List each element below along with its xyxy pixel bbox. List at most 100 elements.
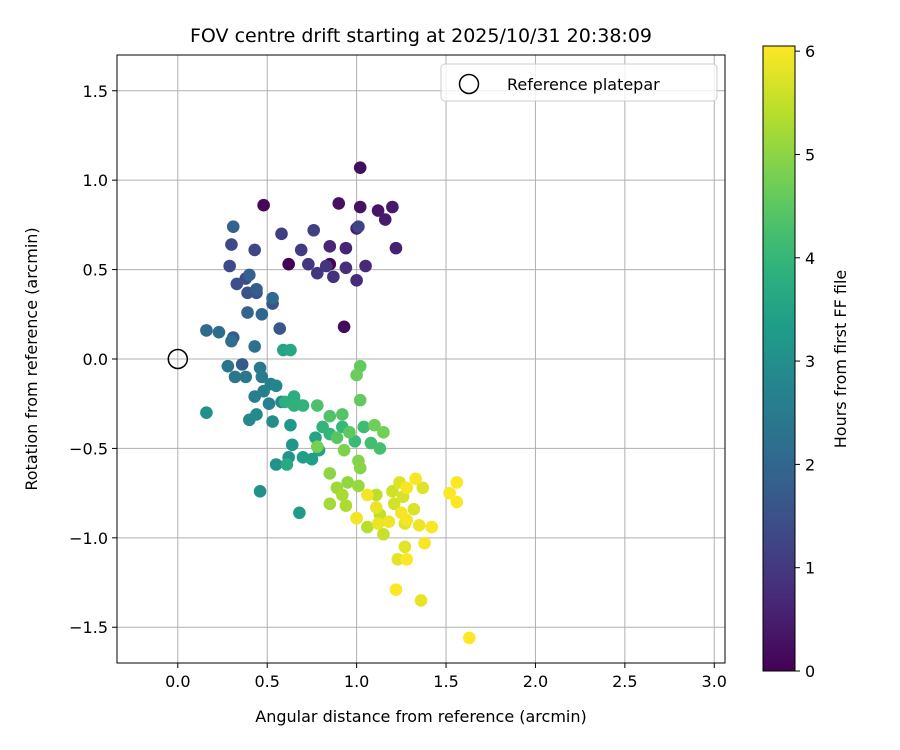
y-tick-label: 0.0 [83, 350, 108, 369]
data-point [339, 499, 353, 512]
data-point [226, 220, 240, 233]
data-point [382, 515, 396, 529]
data-point [371, 517, 385, 530]
data-point [257, 198, 270, 212]
data-point [323, 497, 337, 511]
data-point [398, 540, 412, 554]
data-point [228, 370, 242, 384]
data-point [255, 307, 269, 321]
data-point [332, 197, 346, 210]
y-axis: −1.5 −1.0 −0.5 0.0 0.5 1.0 1.5 [69, 82, 117, 637]
data-point [352, 479, 365, 493]
data-point [225, 334, 238, 348]
data-point [412, 519, 426, 532]
data-point [241, 306, 254, 319]
data-points [200, 161, 476, 645]
colorbar-tick-label: 0 [805, 662, 815, 681]
data-point [310, 440, 324, 453]
data-point [230, 277, 244, 291]
x-axis-label: Angular distance from reference (arcmin) [255, 707, 586, 726]
data-point [386, 485, 399, 498]
data-point [450, 495, 464, 509]
grid [117, 55, 725, 663]
data-point [280, 458, 294, 471]
data-point [339, 261, 353, 275]
data-point [266, 291, 279, 305]
data-point [287, 399, 301, 412]
colorbar-ticks: 0 1 2 3 4 5 6 [795, 42, 815, 681]
data-point [239, 370, 253, 384]
data-point [282, 257, 295, 271]
x-tick-label: 2.0 [523, 672, 548, 691]
data-point [275, 227, 288, 241]
colorbar-tick-label: 2 [805, 455, 815, 474]
data-point [407, 502, 421, 516]
y-tick-label: 1.0 [83, 171, 108, 190]
data-point [323, 240, 337, 253]
data-point [212, 325, 226, 339]
data-point [273, 322, 287, 335]
colorbar-label: Hours from first FF file [831, 270, 850, 449]
data-point [269, 458, 283, 471]
data-point [323, 409, 337, 423]
data-point [310, 266, 324, 280]
x-tick-label: 0.5 [254, 672, 279, 691]
x-axis: 0.0 0.5 1.0 1.5 2.0 2.5 3.0 [165, 663, 727, 691]
data-point [361, 520, 374, 534]
data-point [200, 406, 213, 419]
y-axis-label: Rotation from reference (arcmin) [22, 227, 41, 490]
data-point [353, 161, 367, 174]
legend: Reference platepar [440, 63, 718, 102]
data-point [250, 282, 263, 296]
data-point [425, 520, 439, 534]
y-tick-label: 0.5 [83, 261, 108, 280]
legend-box [440, 63, 718, 102]
y-tick-label: 1.5 [83, 82, 108, 101]
data-point [319, 259, 333, 273]
data-point [409, 472, 422, 486]
x-tick-label: 0.0 [165, 672, 190, 691]
data-point [369, 501, 383, 514]
data-point [377, 527, 390, 541]
data-point [416, 481, 430, 495]
data-point [450, 476, 464, 489]
data-point [330, 431, 344, 444]
data-point [341, 476, 354, 489]
colorbar-tick-label: 6 [805, 42, 815, 61]
data-point [350, 274, 363, 287]
chart-title: FOV centre drift starting at 2025/10/31 … [190, 25, 652, 47]
x-tick-label: 1.5 [433, 672, 458, 691]
data-point [336, 488, 349, 502]
data-point [250, 408, 263, 421]
data-point [371, 204, 385, 217]
data-point [323, 467, 337, 480]
data-point [302, 257, 315, 271]
y-tick-label: −0.5 [69, 439, 108, 458]
data-point [352, 220, 365, 233]
data-point [337, 443, 351, 457]
data-point [400, 481, 413, 495]
reference-platepar-marker [167, 348, 189, 370]
data-point [284, 343, 297, 357]
data-point [262, 397, 276, 411]
data-point [373, 442, 387, 455]
data-point [357, 420, 371, 434]
y-tick-label: −1.0 [69, 529, 108, 548]
data-point [418, 536, 431, 550]
data-point [305, 452, 319, 466]
data-point [378, 213, 392, 226]
x-tick-label: 1.0 [344, 672, 369, 691]
data-point [389, 241, 403, 255]
data-point [387, 497, 401, 511]
data-point [221, 359, 235, 373]
data-point [296, 399, 310, 412]
data-point [243, 268, 256, 282]
data-point [310, 399, 324, 412]
data-point [248, 243, 261, 257]
data-point [361, 488, 374, 502]
data-point [255, 370, 269, 384]
data-point [336, 408, 349, 421]
data-point [284, 418, 297, 432]
data-point [400, 552, 413, 566]
data-point [350, 368, 363, 382]
